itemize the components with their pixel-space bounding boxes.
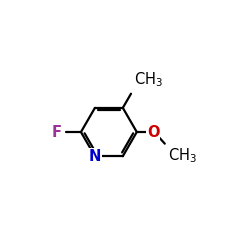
Text: N: N bbox=[89, 149, 101, 164]
Text: F: F bbox=[52, 124, 62, 140]
Text: CH$_3$: CH$_3$ bbox=[168, 146, 197, 165]
Text: O: O bbox=[147, 124, 160, 140]
Text: CH$_3$: CH$_3$ bbox=[134, 70, 163, 89]
